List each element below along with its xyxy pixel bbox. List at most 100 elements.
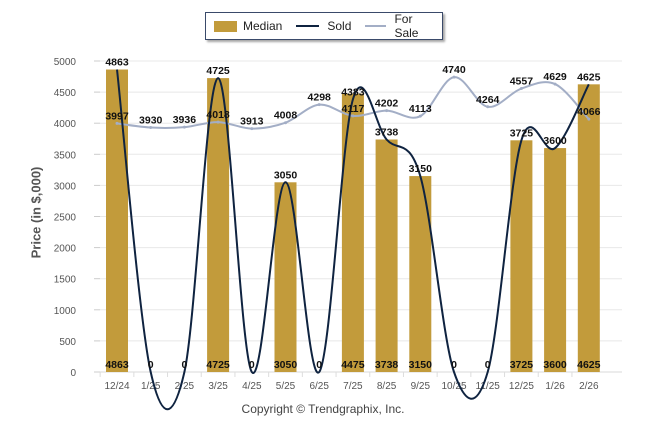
- x-tick-label: 3/25: [208, 381, 228, 392]
- y-tick-label: 5000: [54, 57, 77, 68]
- for-sale-point: [587, 117, 591, 121]
- legend-item-median[interactable]: Median: [214, 19, 282, 33]
- for-sale-data-label: 3997: [105, 110, 129, 122]
- x-tick-label: 8/25: [377, 381, 397, 392]
- for-sale-point: [553, 82, 557, 86]
- for-sale-data-label: 3930: [139, 115, 163, 127]
- sold-data-label: 3050: [274, 169, 298, 181]
- legend-label-median: Median: [243, 19, 283, 33]
- sold-data-label: 3150: [409, 163, 433, 175]
- median-bar: [375, 139, 398, 372]
- copyright-text: Copyright © Trendgraphix, Inc.: [241, 402, 405, 416]
- median-data-label: 0: [181, 359, 187, 371]
- for-sale-data-label: 3936: [173, 114, 197, 126]
- sold-data-label: 4863: [105, 57, 129, 69]
- for-sale-data-label: 4264: [476, 94, 500, 106]
- y-axis-title: Price (in $,000): [28, 166, 44, 259]
- median-bar: [510, 140, 533, 372]
- median-data-label: 0: [316, 359, 322, 371]
- for-sale-data-label: 4113: [409, 103, 432, 115]
- legend-label-for-sale: For Sale: [394, 12, 419, 40]
- sold-data-label: 3725: [510, 127, 534, 139]
- y-tick-label: 4500: [54, 88, 77, 99]
- median-data-label: 0: [485, 359, 491, 371]
- median-swatch-icon: [214, 20, 237, 32]
- sold-data-label: 3600: [543, 135, 567, 147]
- for-sale-data-label: 4066: [577, 106, 601, 118]
- median-data-label: 4725: [206, 359, 230, 371]
- median-data-label: 4475: [341, 359, 365, 371]
- x-tick-label: 6/25: [309, 381, 329, 392]
- for-sale-point: [149, 126, 153, 130]
- y-axis-ticks: 0 500 1000 1500 2000 2500 3000 3500 4000 4500 5000: [54, 57, 77, 379]
- y-tick-label: 500: [59, 337, 76, 348]
- for-sale-point: [216, 120, 220, 124]
- x-tick-label: 12/24: [104, 381, 129, 392]
- series-lines: [115, 69, 591, 411]
- legend-label-sold: Sold: [327, 19, 352, 33]
- for-sale-point: [182, 125, 186, 129]
- sold-data-label: 4725: [206, 65, 230, 77]
- median-bar: [409, 176, 432, 372]
- for-sale-point: [351, 114, 355, 118]
- for-sale-point: [115, 121, 119, 125]
- legend-item-sold[interactable]: Sold: [296, 19, 351, 33]
- y-tick-label: 2500: [54, 213, 77, 224]
- for-sale-data-label: 3913: [240, 116, 264, 128]
- for-sale-data-label: 4018: [206, 109, 230, 121]
- for-sale-data-label: 4298: [308, 92, 332, 104]
- y-tick-label: 1500: [54, 275, 77, 286]
- median-data-label: 0: [451, 359, 457, 371]
- x-tick-label: 5/25: [276, 381, 296, 392]
- for-sale-point: [452, 75, 456, 79]
- x-axis-ticks: 12/24 1/25 2/25 3/25 4/25 5/25 6/25 7/25 8/25 9/2…: [99, 372, 599, 392]
- sold-data-label: 3738: [375, 126, 399, 138]
- median-bar: [577, 84, 600, 372]
- sold-line: [116, 69, 590, 411]
- x-tick-label: 7/25: [343, 381, 363, 392]
- x-tick-label: 1/25: [141, 381, 161, 392]
- for-sale-point: [418, 114, 422, 118]
- for-sale-data-label: 4008: [274, 110, 298, 122]
- for-sale-data-label: 4629: [543, 71, 567, 83]
- for-sale-data-label: 4740: [442, 64, 466, 76]
- x-tick-label: 11/25: [476, 381, 501, 392]
- median-bar: [274, 182, 297, 372]
- median-data-label: 3150: [409, 359, 433, 371]
- x-tick-label: 4/25: [242, 381, 262, 392]
- x-tick-label: 9/25: [411, 381, 431, 392]
- median-data-label: 4625: [577, 359, 601, 371]
- median-data-label: 0: [148, 359, 154, 371]
- median-bar: [544, 148, 567, 372]
- median-bar: [341, 93, 364, 372]
- sold-data-label: 4625: [577, 71, 601, 83]
- y-tick-label: 1000: [54, 306, 77, 317]
- legend: Median Sold For Sale: [205, 12, 443, 40]
- for-sale-point: [250, 127, 254, 131]
- for-sale-point: [486, 105, 490, 109]
- for-sale-data-label: 4202: [375, 98, 399, 110]
- median-data-label: 3050: [274, 359, 298, 371]
- median-data-label: 3600: [543, 359, 567, 371]
- legend-item-for-sale[interactable]: For Sale: [365, 12, 436, 40]
- for-sale-point: [317, 103, 321, 107]
- for-sale-point: [519, 87, 523, 91]
- x-tick-label: 1/26: [545, 381, 565, 392]
- sold-swatch-icon: [296, 25, 320, 27]
- x-tick-label: 10/25: [441, 381, 466, 392]
- y-tick-label: 3500: [54, 150, 77, 161]
- median-data-label: 4863: [105, 359, 129, 371]
- median-bar: [106, 69, 128, 373]
- y-tick-label: 4000: [54, 119, 77, 130]
- y-tick-label: 3000: [54, 181, 77, 192]
- for-sale-data-label: 4117: [342, 103, 365, 115]
- x-tick-label: 2/26: [579, 381, 599, 392]
- median-data-label: 0: [249, 359, 255, 371]
- for-sale-data-label: 4557: [510, 76, 534, 88]
- x-tick-label: 12/25: [509, 381, 534, 392]
- for-sale-point: [385, 109, 389, 113]
- median-bar: [207, 78, 230, 372]
- median-data-label: 3725: [510, 359, 534, 371]
- for-sale-point: [284, 121, 287, 125]
